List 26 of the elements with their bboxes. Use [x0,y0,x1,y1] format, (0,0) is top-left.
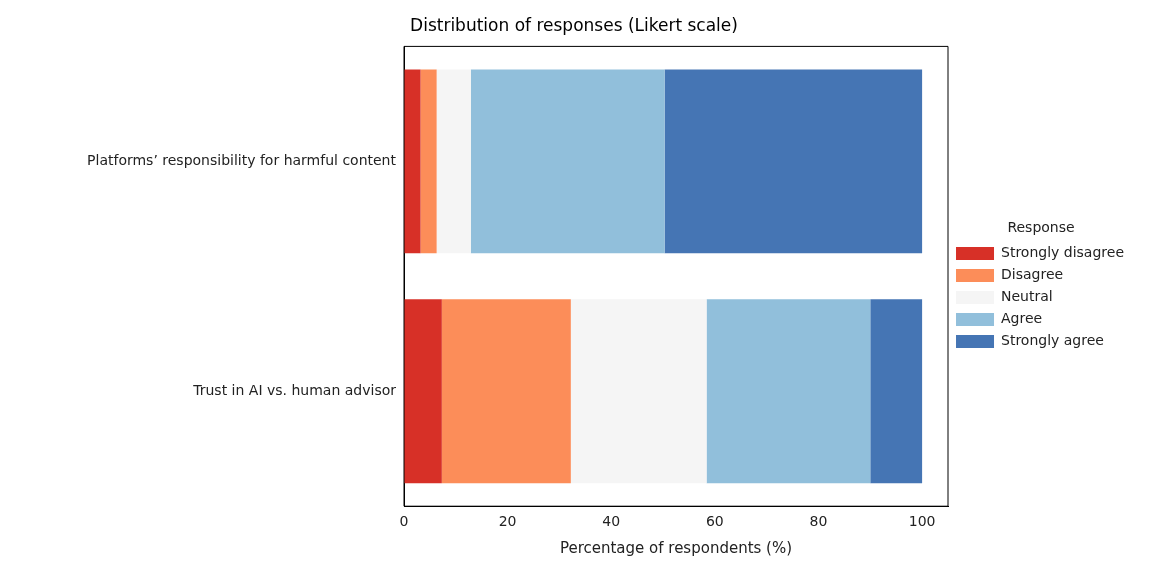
legend-label: Agree [1001,310,1043,327]
x-tick-label: 20 [498,513,517,530]
legend-label: Neutral [1001,288,1053,305]
legend-label: Strongly disagree [1001,244,1125,261]
x-tick-label: 100 [908,513,936,530]
bar [441,299,571,484]
bar [570,299,707,484]
y-tick-label: Trust in AI vs. human advisor [192,381,397,398]
legend-label: Strongly agree [1001,332,1104,349]
bar [404,69,421,254]
x-tick-label: 60 [705,513,724,530]
bar [870,299,923,484]
bar [404,299,442,484]
bar [436,69,471,254]
bar [664,69,923,254]
legend-label: Disagree [1001,266,1064,283]
y-tick-label: Platforms’ responsibility for harmful content [87,151,397,168]
chart-title: Distribution of responses (Likert scale) [410,14,738,35]
x-axis-title: Percentage of respondents (%) [559,538,793,557]
bar [420,69,437,254]
legend-title: Response [1007,219,1075,236]
x-tick-label: 80 [809,513,828,530]
bar [706,299,871,484]
bar [470,69,665,254]
x-tick-label: 0 [399,513,409,530]
x-tick-label: 40 [602,513,621,530]
